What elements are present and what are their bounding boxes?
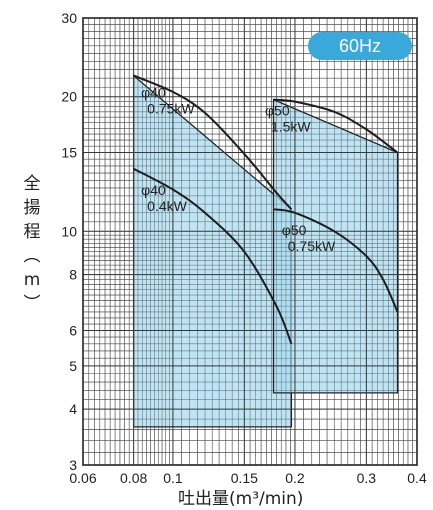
performance-curve: [273, 98, 399, 154]
curve-label-line: φ40: [141, 85, 166, 101]
y-tick-label: 6: [69, 322, 77, 338]
performance-curve: [273, 208, 399, 313]
y-tick-label: 20: [61, 89, 77, 105]
x-tick-label: 0.15: [231, 470, 258, 486]
y-axis-label-char: m: [23, 270, 41, 290]
curve-label-line: 0.75kW: [288, 238, 336, 254]
y-tick-label: 8: [69, 267, 77, 283]
curve-label-line: 0.4kW: [147, 198, 187, 214]
y-tick-label: 3: [69, 457, 77, 473]
x-tick-label: 0.2: [285, 470, 305, 486]
y-tick-label: 5: [69, 358, 77, 374]
plot-frame: [82, 17, 418, 466]
y-axis-label-char: 揚: [23, 198, 41, 218]
y-tick-label: 30: [61, 10, 77, 26]
y-tick-label: 4: [69, 401, 77, 417]
x-tick-label: 0.1: [163, 470, 183, 486]
curve-label-line: φ50: [282, 222, 307, 238]
y-axis-label: 全揚程 ︵ m ︶: [22, 172, 42, 316]
x-axis-label: 吐出量(m³/min): [178, 489, 304, 509]
performance-curve: [133, 74, 293, 210]
curve-label-line: φ40: [141, 182, 166, 198]
curve-label-line: φ50: [265, 103, 290, 119]
y-tick-labels: 3 4 5 6 8 10 15 20 30: [61, 10, 77, 473]
performance-curves: [133, 74, 399, 345]
y-axis-label-char: ︶: [23, 294, 41, 314]
y-axis-label-char: ︵: [23, 246, 41, 266]
y-tick-label: 10: [61, 223, 77, 239]
curve-label-line: 1.5kW: [271, 119, 311, 135]
x-tick-labels: 0.06 0.08 0.1 0.15 0.2 0.3 0.4: [69, 470, 427, 486]
y-tick-label: 15: [61, 145, 77, 161]
y-axis-label-char: 全: [23, 174, 41, 194]
x-tick-label: 0.06: [69, 470, 96, 486]
curve-label-line: 0.75kW: [147, 101, 195, 117]
frequency-badge: 60Hz: [308, 32, 412, 60]
y-axis-label-char: 程: [23, 222, 41, 242]
x-tick-label: 0.08: [120, 470, 147, 486]
performance-curve: [133, 167, 293, 345]
x-tick-label: 0.3: [357, 470, 377, 486]
x-tick-label: 0.4: [407, 470, 427, 486]
